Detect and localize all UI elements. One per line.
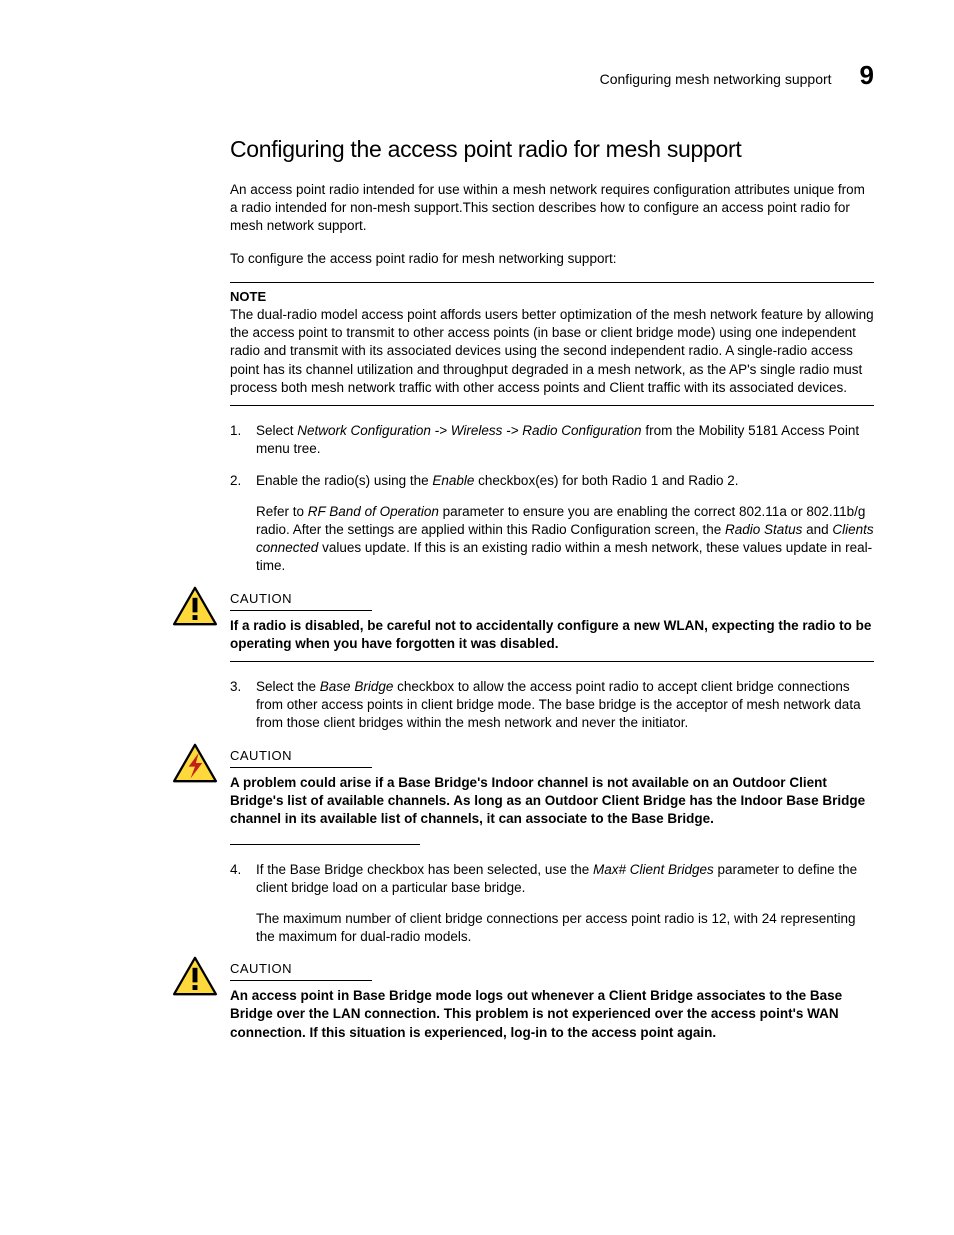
step-2: Enable the radio(s) using the Enable che… [230,472,874,575]
caution-3-text: An access point in Base Bridge mode logs… [230,987,874,1050]
step-3-italic: Base Bridge [320,679,394,694]
step-1: Select Network Configuration -> Wireless… [230,422,874,458]
chapter-number: 9 [860,60,874,91]
caution-3: CAUTION An access point in Base Bridge m… [230,960,874,1050]
intro-paragraph-1: An access point radio intended for use w… [230,181,874,236]
step-3-text-a: Select the [256,679,320,694]
step-2-sub-d: values update. If this is an existing ra… [256,540,872,573]
note-label: NOTE [230,289,874,304]
step-4-sub: The maximum number of client bridge conn… [256,910,874,946]
warning-exclamation-icon [172,956,218,1001]
page: Configuring mesh networking support 9 Co… [0,0,954,1235]
caution-1: CAUTION If a radio is disabled, be caref… [230,590,874,662]
step-2-sub-a: Refer to [256,504,308,519]
note-text: The dual-radio model access point afford… [230,306,874,397]
caution-2-body: CAUTION A problem could arise if a Base … [230,747,874,846]
step-2-sub: Refer to RF Band of Operation parameter … [256,503,874,576]
step-2-text-a: Enable the radio(s) using the [256,473,432,488]
caution-3-body: CAUTION An access point in Base Bridge m… [230,960,874,1050]
step-4: If the Base Bridge checkbox has been sel… [230,861,874,946]
step-2-italic: Enable [432,473,474,488]
step-4-text-a: If the Base Bridge checkbox has been sel… [256,862,593,877]
caution-2-bottom-rule [230,844,420,845]
caution-2-text: A problem could arise if a Base Bridge's… [230,774,874,837]
step-4-italic: Max# Client Bridges [593,862,714,877]
step-2-sub-i2: Radio Status [725,522,802,537]
caution-2: CAUTION A problem could arise if a Base … [230,747,874,846]
note-block: NOTE The dual-radio model access point a… [230,282,874,406]
step-1-text-a: Select [256,423,297,438]
step-2-text-b: checkbox(es) for both Radio 1 and Radio … [474,473,738,488]
running-title: Configuring mesh networking support [600,71,832,87]
page-header: Configuring mesh networking support 9 [80,60,874,91]
intro-paragraph-2: To configure the access point radio for … [230,250,874,268]
step-2-sub-c: and [802,522,832,537]
step-1-italic: Network Configuration -> Wireless -> Rad… [297,423,641,438]
step-3: Select the Base Bridge checkbox to allow… [230,678,874,733]
warning-exclamation-icon [172,586,218,631]
caution-1-label: CAUTION [230,591,292,606]
step-list-cont-1: Select the Base Bridge checkbox to allow… [230,678,874,733]
step-list: Select Network Configuration -> Wireless… [230,422,874,576]
step-2-sub-i1: RF Band of Operation [308,504,439,519]
caution-2-label: CAUTION [230,748,292,763]
caution-1-body: CAUTION If a radio is disabled, be caref… [230,590,874,662]
caution-1-text: If a radio is disabled, be careful not t… [230,617,874,662]
step-list-cont-2: If the Base Bridge checkbox has been sel… [230,861,874,946]
caution-3-label-wrap: CAUTION [230,960,372,981]
content-column: Configuring the access point radio for m… [230,136,874,1050]
warning-voltage-icon [172,743,218,788]
caution-3-label: CAUTION [230,961,292,976]
caution-1-label-wrap: CAUTION [230,590,372,611]
caution-2-label-wrap: CAUTION [230,747,372,768]
section-title: Configuring the access point radio for m… [230,136,874,163]
